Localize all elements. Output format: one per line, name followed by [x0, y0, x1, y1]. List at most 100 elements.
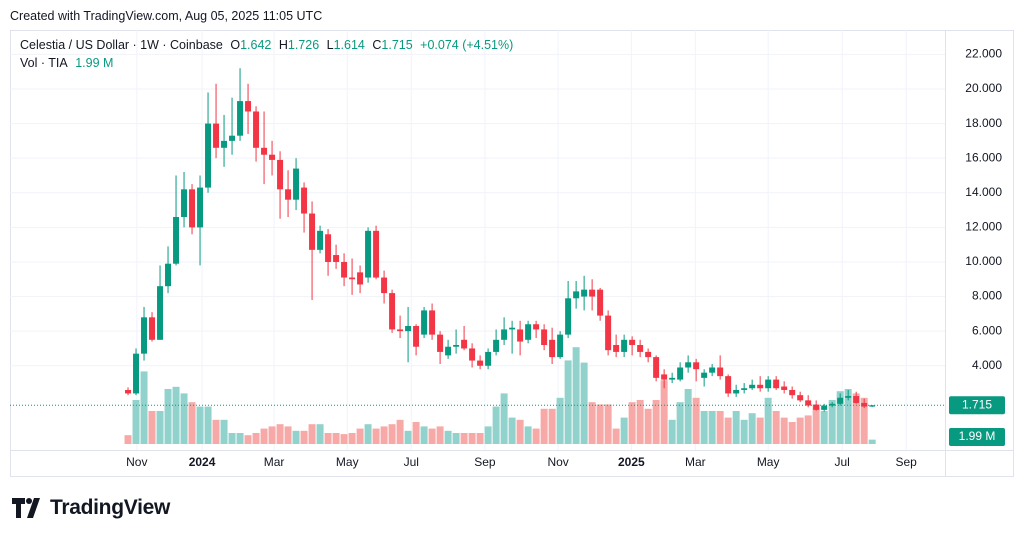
candle-body — [165, 263, 172, 287]
y-tick-label: 20.000 — [965, 81, 1002, 95]
candle-body — [517, 329, 524, 342]
volume-bar — [284, 426, 292, 444]
candle-body — [845, 396, 852, 398]
candle-body — [685, 362, 692, 368]
volume-bar — [620, 417, 628, 444]
volume-bar — [596, 404, 604, 444]
volume-bar — [324, 433, 332, 444]
candle-body — [333, 255, 340, 262]
candle-body — [773, 379, 780, 389]
candle-body — [837, 397, 844, 404]
ohlc-low: L1.614 — [327, 38, 365, 52]
legend-row: Celestia / US Dollar · 1W · Coinbase O1.… — [20, 38, 517, 52]
candle-body — [797, 395, 804, 401]
x-tick-label: Jul — [835, 455, 850, 469]
volume-bar — [420, 426, 428, 444]
candle-body — [189, 189, 196, 228]
volume-bar — [556, 397, 564, 444]
volume-bar — [180, 393, 188, 444]
volume-bar — [612, 428, 620, 444]
volume-bar — [804, 415, 812, 444]
candle-body — [269, 154, 276, 160]
volume-bar — [132, 400, 140, 444]
volume-legend: Vol · TIA 1.99 M — [20, 56, 117, 70]
symbol-title: Celestia / US Dollar · 1W · Coinbase — [20, 38, 223, 52]
logo-icon — [12, 498, 40, 518]
volume-bar — [340, 434, 348, 444]
candle-body — [709, 367, 716, 373]
volume-bar — [868, 439, 876, 444]
volume-bar — [140, 371, 148, 444]
volume-bar — [244, 435, 252, 444]
candle-body — [765, 379, 772, 389]
candle-body — [541, 329, 548, 345]
volume-bar — [604, 404, 612, 444]
volume-bar — [492, 406, 500, 444]
created-note: Created with TradingView.com, Aug 05, 20… — [10, 9, 323, 23]
candle-body — [717, 367, 724, 377]
volume-bar — [668, 419, 676, 444]
candle-body — [437, 334, 444, 352]
volume-bar — [820, 411, 828, 444]
y-tick-label: 14.000 — [965, 185, 1002, 199]
volume-bar — [676, 402, 684, 444]
y-tick-label: 4.000 — [972, 358, 1002, 372]
l-value: 1.614 — [333, 38, 365, 52]
candle-body — [637, 345, 644, 352]
volume-bar — [468, 433, 476, 444]
c-value: 1.715 — [381, 38, 413, 52]
volume-bar — [204, 406, 212, 444]
h-value: 1.726 — [287, 38, 320, 52]
volume-bar — [460, 433, 468, 444]
volume-bar — [700, 411, 708, 444]
candle-body — [853, 396, 860, 403]
o-value: 1.642 — [240, 38, 272, 52]
candle-body — [141, 317, 148, 354]
x-tick-label: Nov — [126, 455, 147, 469]
volume-bar — [124, 435, 132, 444]
chart-frame — [10, 30, 1014, 477]
volume-bar — [532, 428, 540, 444]
volume-bar — [156, 411, 164, 444]
candle-body — [253, 111, 260, 148]
volume-bar — [484, 426, 492, 444]
candle-body — [693, 362, 700, 370]
volume-bar — [796, 417, 804, 444]
logo-text: TradingView — [50, 496, 171, 519]
volume-bar — [572, 347, 580, 444]
volume-bar — [364, 424, 372, 444]
volume-bar — [732, 411, 740, 444]
volume-bar — [852, 393, 860, 444]
last-price-box — [949, 396, 1005, 415]
candle-body — [533, 324, 540, 330]
candle-body — [421, 310, 428, 335]
volume-bar — [164, 389, 172, 444]
candle-body — [317, 230, 324, 250]
x-tick-label: Mar — [685, 455, 706, 469]
x-tick-label: Nov — [547, 455, 568, 469]
volume-bar — [388, 424, 396, 444]
volume-bar — [196, 406, 204, 444]
volume-bar — [836, 391, 844, 444]
volume-bar — [716, 411, 724, 444]
candle-body — [285, 189, 292, 200]
h-label: H — [278, 38, 288, 52]
change: +0.074 (+4.51%) — [420, 38, 514, 52]
volume-bar — [372, 428, 380, 444]
volume-bar — [540, 408, 548, 444]
volume-bar — [332, 433, 340, 444]
candle-body — [565, 298, 572, 335]
volume-bar — [300, 430, 308, 444]
candle-body — [733, 389, 740, 394]
volume-bar — [220, 419, 228, 444]
candle-body — [349, 277, 356, 280]
volume-bar — [428, 428, 436, 444]
candle-body — [301, 187, 308, 214]
volume-bar — [148, 411, 156, 444]
candle-body — [413, 325, 420, 347]
candle-body — [781, 386, 788, 390]
ohlc-open: O1.642 — [230, 38, 271, 52]
candle-body — [557, 334, 564, 358]
x-tick-label: 2024 — [189, 455, 216, 469]
